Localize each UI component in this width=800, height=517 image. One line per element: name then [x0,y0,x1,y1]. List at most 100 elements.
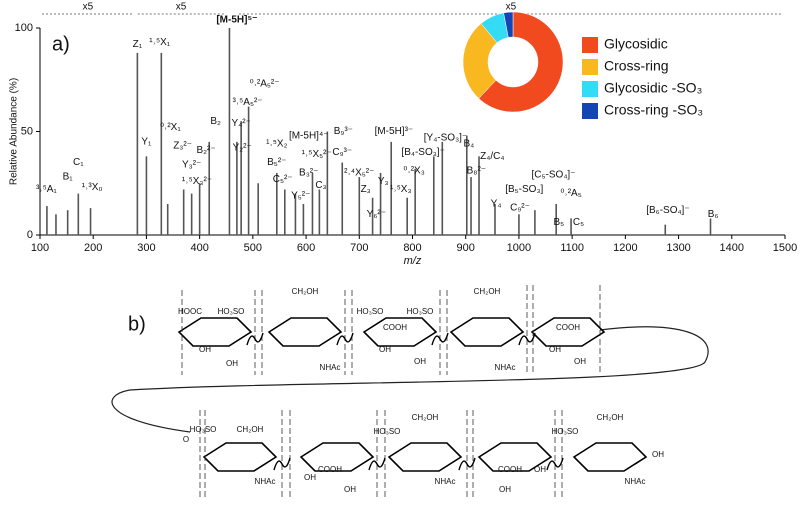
peak-annotation: B₃²⁻ [299,168,318,179]
glycosidic-bond [336,332,354,346]
peak-annotation: [B₄-SO₃]⁻ [401,147,444,158]
structure-label: OH [199,345,211,354]
structure-label: NHAc [255,477,276,486]
peak-annotation: B₅²⁻ [267,157,286,168]
peak-annotation: ²˒⁴X₅²⁻ [344,168,374,179]
peak-annotation: C₁ [73,157,84,168]
structure-label: OH [534,465,546,474]
sugar-ring [299,442,375,472]
x-tick-label: 100 [31,242,49,254]
peak-annotation: ⁰˒²X₃ [403,165,424,176]
peak-annotation: Y₄ [491,199,502,210]
x-tick-label: 600 [297,242,315,254]
y-tick-label: 0 [27,229,33,241]
structure-label: NHAc [625,477,646,486]
glycosidic-bond [368,457,386,471]
peak-annotation: B₂ [210,116,221,127]
structure-label: HOOC [178,307,202,316]
x-tick-label: 800 [403,242,421,254]
legend-label: Glycosidic [604,36,668,52]
structure-label: OH [549,345,561,354]
legend-label: Glycosidic -SO₃ [604,80,702,96]
peak-annotation: ¹˒⁵X₃²⁻ [182,176,212,187]
peak-annotation: ³˒⁵A₅²⁻ [232,97,262,108]
legend-label: Cross-ring [604,58,669,74]
peak-annotation: C₉²⁻ [510,203,530,214]
peak-annotation: Y₅²⁻ [291,190,310,201]
zoom-label: x5 [83,2,94,13]
peak-annotation: [M-5H]⁴⁻ [289,130,329,141]
y-tick-label: 50 [21,125,33,137]
peak-annotation: ¹˒⁵X₃ [390,184,412,195]
peak-annotation: B₉³⁻ [334,126,353,137]
y-tick-label: 100 [15,22,33,34]
peak-annotation: [B₅-SO₃] [505,184,543,195]
peak-annotation: C₅ [573,217,584,228]
x-tick-label: 900 [457,242,475,254]
peak-annotation: Z₃²⁻ [173,141,192,152]
sugar-ring [202,442,278,472]
structure-label: HO₃SO [374,427,401,436]
structure-label: COOH [498,465,522,474]
structure-label: OH [414,357,426,366]
panel-label: b) [128,313,146,335]
structure-label: COOH [318,465,342,474]
structure-label: OH [226,359,238,368]
sugar-ring [572,442,648,472]
peak-annotation: B₆ [708,209,719,220]
structure-label: CH₂OH [474,287,501,296]
sugar-ring [267,317,343,347]
peak-annotation: Y₆²⁻ [367,209,386,220]
structure-label: NHAc [435,477,456,486]
x-tick-label: 1500 [773,242,797,254]
sugar-ring [477,442,553,472]
x-tick-label: 200 [84,242,102,254]
glycosidic-bond [458,457,476,471]
peak-annotation: C₅²⁻ [273,174,293,185]
peak-annotation: C₃ [315,180,326,191]
peak-annotation: Y₃ [378,176,389,187]
structure-label: CH₂OH [292,287,319,296]
peak-annotation: Y₂²⁻ [233,143,252,154]
sugar-ring [449,317,525,347]
peak-annotation: [B₆-SO₄]⁻ [646,205,689,216]
chain-link [111,326,709,433]
sugar-ring [177,317,253,347]
x-tick-label: 300 [137,242,155,254]
peak-annotation: Z₄/C₄ [480,151,504,162]
peak-annotation: ¹˒³X₀ [82,182,103,193]
peak-annotation: [Y₄-SO₃]⁻ [424,132,467,143]
legend-swatch [582,59,598,75]
x-tick-label: 500 [244,242,262,254]
structure-label: OH [304,473,316,482]
legend-swatch [582,103,598,119]
peak-annotation: B₈²⁻ [467,165,486,176]
peak-annotation: ⁰˒²A₅ [560,188,581,199]
peak-annotation: Z₁ [133,39,143,50]
x-tick-label: 1400 [720,242,744,254]
peak-annotation: Y₁ [141,136,152,147]
structure-label: OH [379,345,391,354]
structure-label: OH [574,357,586,366]
x-tick-label: 1100 [560,242,584,254]
structure-label: NHAc [495,363,516,372]
glycosidic-bond [431,332,449,346]
zoom-label: x5 [506,2,517,13]
legend-label: Cross-ring -SO₃ [604,102,703,118]
peak-annotation: B₄ [464,139,475,150]
zoom-label: x5 [176,2,187,13]
sugar-ring [362,317,438,347]
peak-annotation: [C₅-SO₄]⁻ [532,170,576,181]
structure-label: COOH [383,323,407,332]
x-tick-label: 1300 [666,242,690,254]
x-axis-label: m/z [404,255,422,267]
x-tick-label: 1000 [507,242,531,254]
structure-label: HO₃SO [407,307,434,316]
sugar-ring [387,442,463,472]
panel-label: a) [52,33,70,55]
structure-label: CH₂OH [597,413,624,422]
peak-annotation: Y₄²⁻ [231,118,250,129]
peak-annotation: B₁ [63,172,74,183]
pie-slice [503,11,514,38]
glycosidic-bond [518,332,536,346]
